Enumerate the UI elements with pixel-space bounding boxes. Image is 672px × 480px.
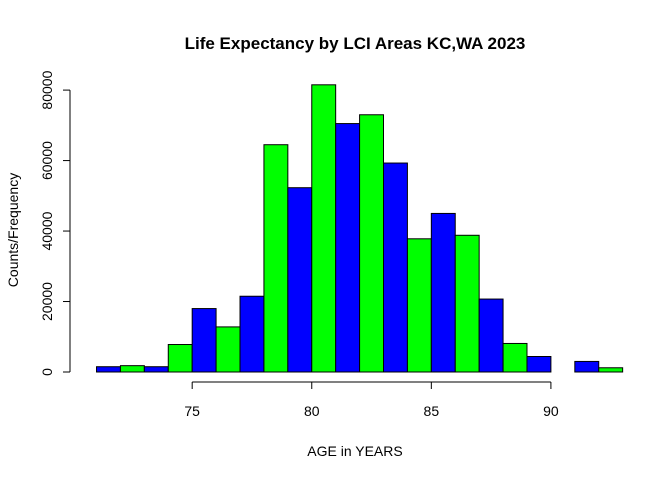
histogram-bar	[143, 366, 169, 373]
histogram-bar	[359, 114, 384, 373]
histogram-bar	[287, 187, 313, 373]
histogram-bar	[383, 162, 408, 373]
histogram-bar	[311, 84, 337, 373]
histogram-bar	[335, 123, 361, 373]
bars-group	[96, 84, 624, 373]
y-tick-label: 20000	[39, 282, 55, 321]
histogram-bar	[119, 365, 145, 373]
x-tick-label: 85	[424, 403, 440, 419]
y-tick-label: 80000	[39, 70, 55, 109]
histogram-bar	[478, 298, 504, 373]
x-axis-label: AGE in YEARS	[307, 443, 402, 459]
histogram-bar	[406, 238, 432, 373]
y-axis: 0 20000 40000 60000 80000	[39, 70, 71, 376]
histogram-bar	[526, 356, 552, 373]
y-axis-label: Counts/Frequency	[5, 173, 21, 287]
histogram-bar	[454, 234, 480, 373]
histogram-bar	[598, 367, 624, 373]
histogram-bar	[502, 342, 528, 373]
x-tick-label: 75	[184, 403, 200, 419]
histogram-bar	[574, 360, 600, 373]
histogram-bar	[430, 212, 456, 373]
y-tick-label: 60000	[39, 141, 55, 180]
histogram-bar	[191, 308, 217, 373]
histogram-bar	[239, 295, 265, 373]
histogram-bar	[263, 144, 289, 373]
x-tick-label: 90	[543, 403, 559, 419]
x-axis: 75 80 85 90	[184, 381, 559, 419]
y-tick-label: 0	[39, 368, 55, 376]
histogram-bar	[167, 344, 193, 373]
y-tick-label: 40000	[39, 211, 55, 250]
chart-title: Life Expectancy by LCI Areas KC,WA 2023	[185, 34, 526, 53]
x-tick-label: 80	[304, 403, 320, 419]
histogram-bar	[215, 326, 241, 373]
histogram-bar	[96, 366, 121, 373]
